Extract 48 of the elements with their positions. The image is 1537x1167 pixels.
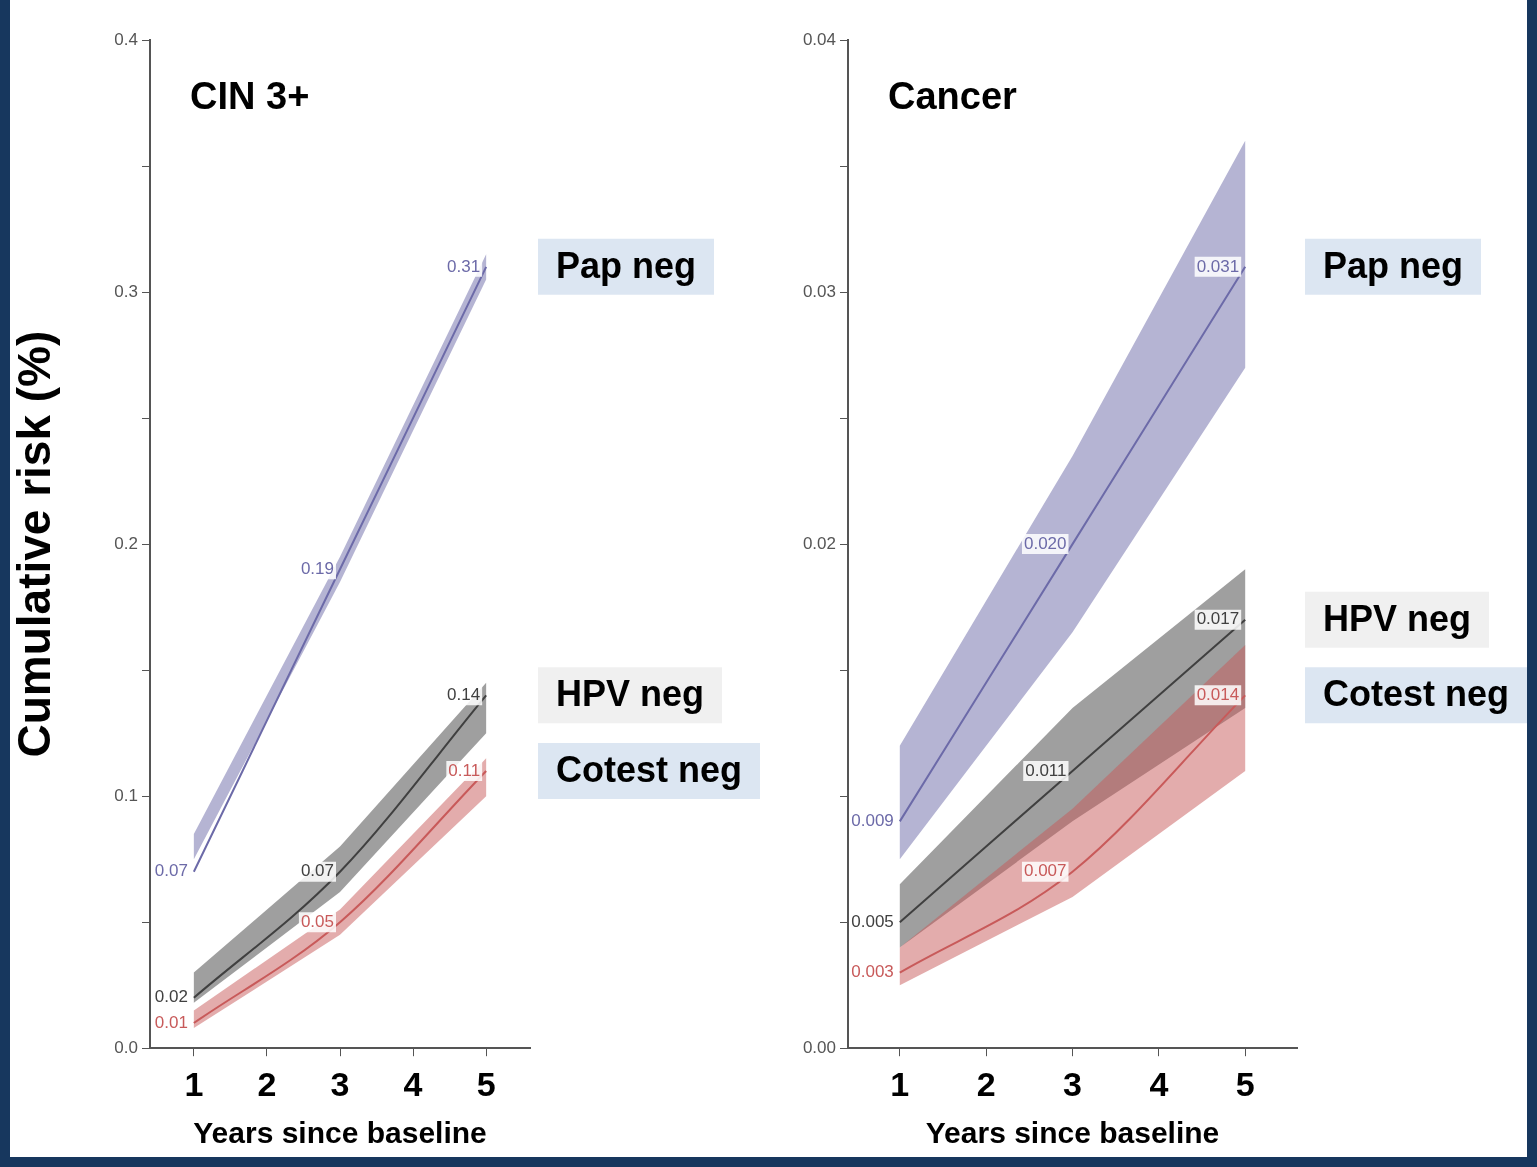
data-label: 0.007 xyxy=(1023,861,1067,881)
y-tick-label: 0.02 xyxy=(802,533,836,553)
y-tick-label: 0.04 xyxy=(802,29,836,49)
data-label: 0.07 xyxy=(154,861,188,881)
y-tick-label: 0.1 xyxy=(114,785,138,805)
series-label: Pap neg xyxy=(556,244,697,286)
x-axis-title: Years since baseline xyxy=(925,1116,1220,1150)
data-label: 0.11 xyxy=(448,760,481,780)
y-axis-title: Cumulative risk (%) xyxy=(8,330,61,758)
x-tick-label: 1 xyxy=(184,1064,204,1103)
text: HPV neg xyxy=(1323,597,1472,639)
data-label: 0.031 xyxy=(1196,256,1240,276)
x-tick-label: 3 xyxy=(1063,1064,1082,1103)
text: CIN 3+ xyxy=(190,75,310,118)
data-label: 0.19 xyxy=(300,558,334,578)
x-tick-label: 3 xyxy=(330,1064,350,1103)
data-label: 0.017 xyxy=(1196,609,1240,629)
series-label: HPV neg xyxy=(556,673,705,715)
data-label: 0.14 xyxy=(447,685,481,705)
x-tick-label: 2 xyxy=(257,1064,277,1103)
data-label: 0.07 xyxy=(300,861,334,881)
data-label: 0.020 xyxy=(1023,533,1067,553)
y-tick-label: 0.4 xyxy=(114,29,138,49)
x-tick-label: 2 xyxy=(976,1064,996,1103)
x-tick-label: 5 xyxy=(1235,1064,1255,1103)
series-label: Cotest neg xyxy=(556,748,743,790)
data-label: 0.05 xyxy=(300,911,334,931)
data-label: 0.014 xyxy=(1196,685,1240,705)
y-tick-label: 0.00 xyxy=(802,1037,836,1057)
text: Cancer xyxy=(888,75,1018,118)
y-tick-label: 0.3 xyxy=(114,281,138,301)
data-label: 0.01 xyxy=(154,1012,188,1032)
y-tick-label: 0.03 xyxy=(802,281,836,301)
x-tick-label: 4 xyxy=(1149,1064,1169,1103)
x-axis-title: Years since baseline xyxy=(193,1116,487,1150)
data-label: 0.02 xyxy=(154,987,188,1007)
x-tick-label: 1 xyxy=(890,1064,910,1103)
y-tick-label: 0.2 xyxy=(114,533,138,553)
text: Pap neg xyxy=(1323,244,1464,286)
data-label: 0.011 xyxy=(1025,760,1067,780)
text: Cotest neg xyxy=(1323,673,1510,715)
data-label: 0.003 xyxy=(851,962,894,982)
data-label: 0.31 xyxy=(447,256,481,276)
data-label: 0.005 xyxy=(851,911,894,931)
x-tick-label: 4 xyxy=(403,1064,423,1103)
data-label: 0.009 xyxy=(851,811,894,831)
y-tick-label: 0.0 xyxy=(114,1037,138,1057)
x-tick-label: 5 xyxy=(476,1064,496,1103)
